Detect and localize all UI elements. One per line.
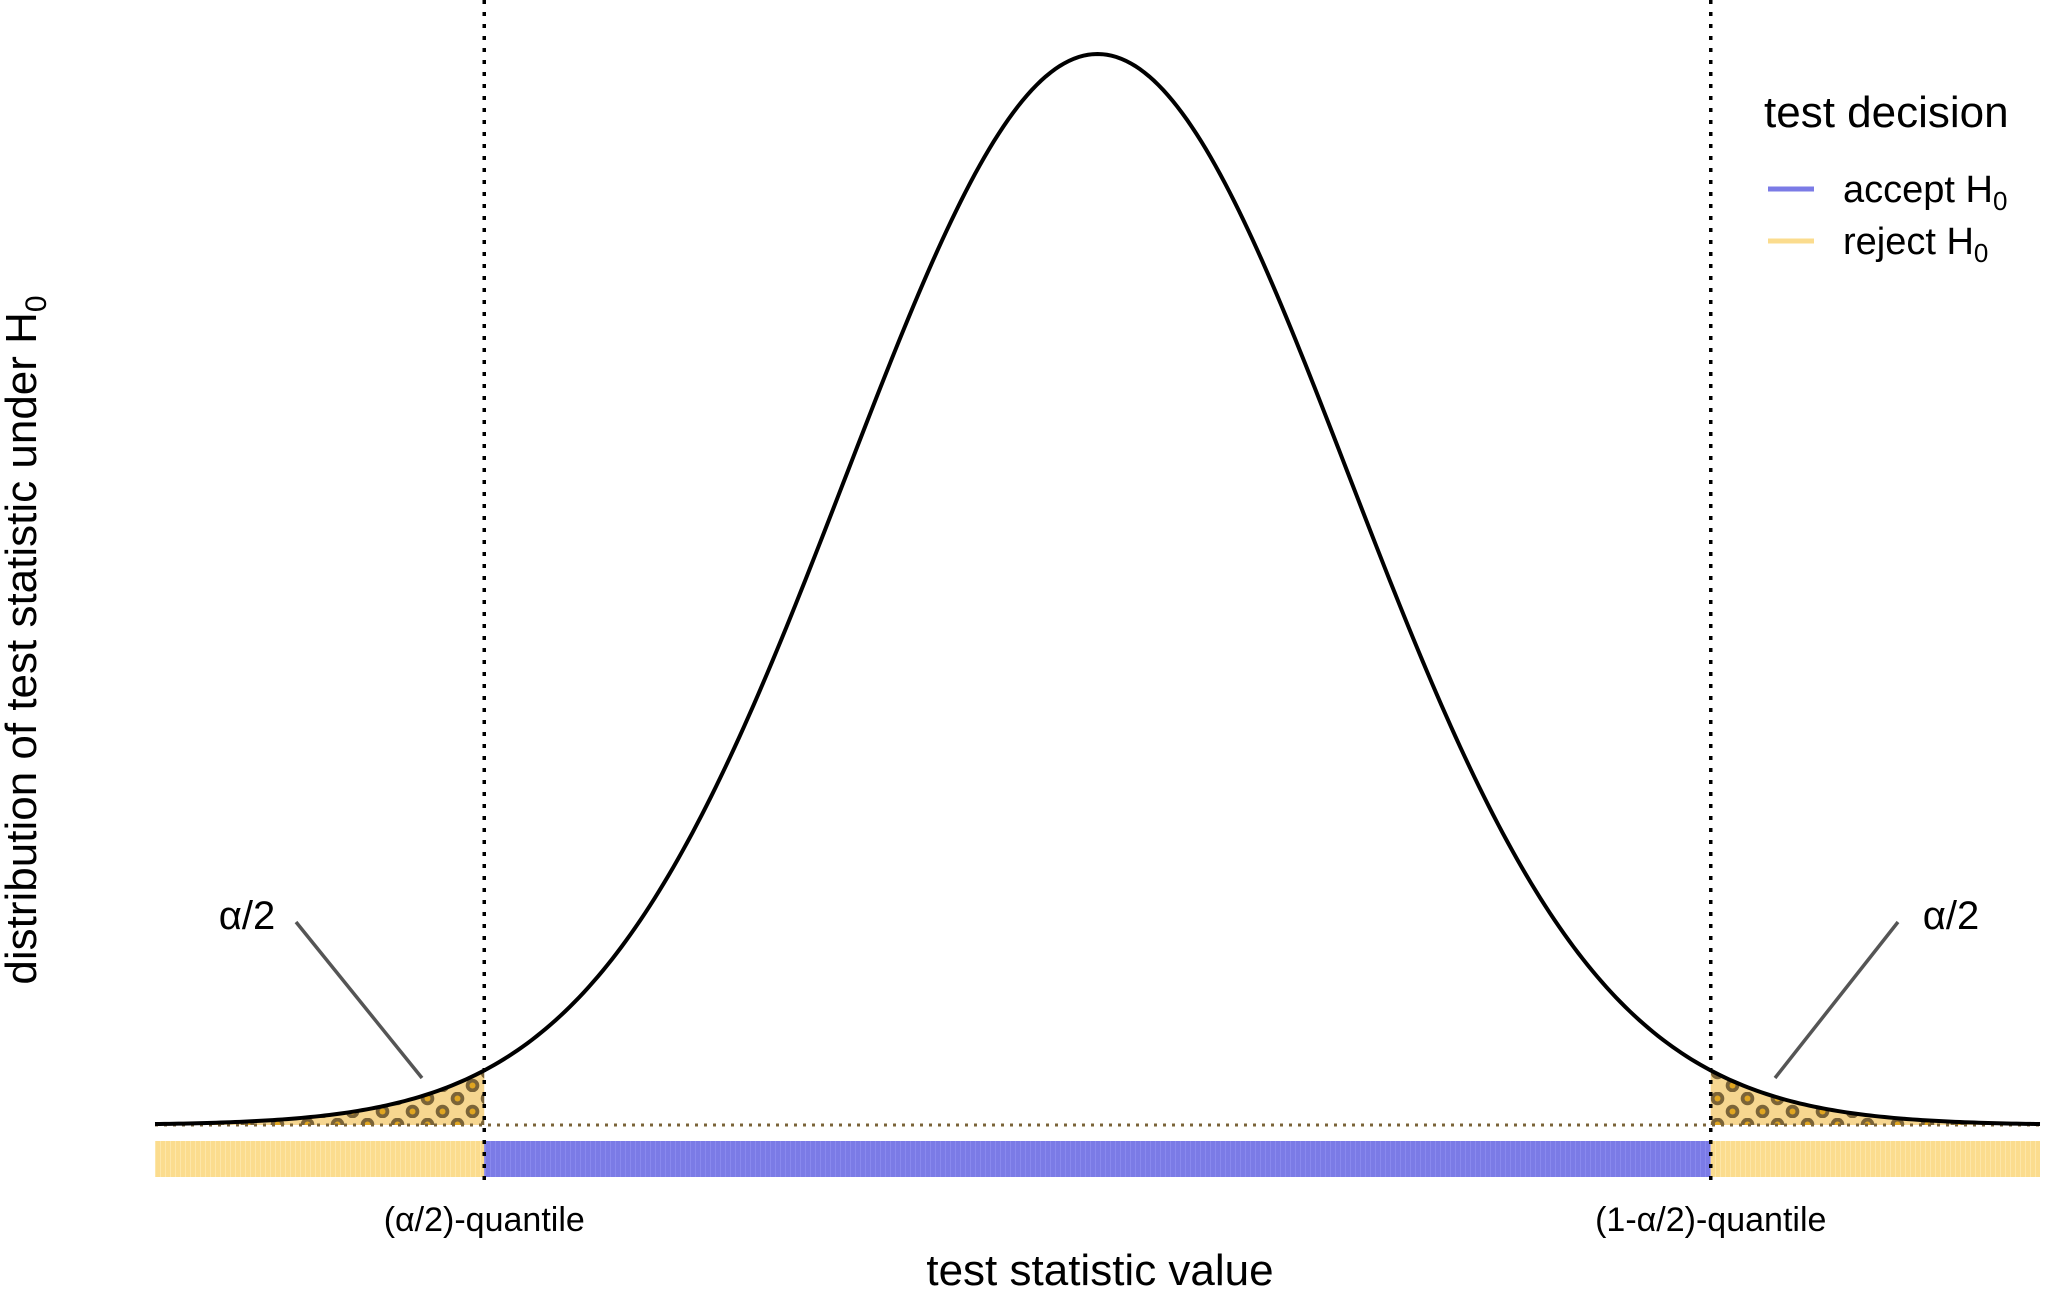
decision-bar-reject-0 [155,1141,485,1177]
y-axis-title-main: distribution of test statistic under H [0,312,46,985]
legend-title: test decision [1764,88,2009,137]
decision-bar-reject-2 [1710,1141,2040,1177]
right-alpha-leader [1773,920,1900,1080]
tick-label-upper-quantile: (1-α/2)-quantile [1595,1201,1826,1239]
x-axis-title: test statistic value [926,1246,1273,1291]
legend-label-reject: reject H0 [1843,221,1988,268]
y-axis-title-subscript: 0 [20,295,53,312]
legend-label-accept-subscript: 0 [1993,186,2007,216]
legend: test decision accept H0 reject H0 [1764,88,2009,268]
plot-area [154,0,2041,1180]
left-tail-area [155,1070,485,1125]
right-tail-area [1710,1070,2040,1125]
left-alpha-leader [294,920,424,1080]
decision-bar-accept-1 [484,1141,1711,1177]
legend-label-reject-subscript: 0 [1974,238,1988,268]
tick-label-lower-quantile: (α/2)-quantile [384,1201,585,1239]
legend-label-reject-main: reject H [1843,221,1974,263]
decision-bar [155,1141,2040,1177]
left-alpha-annotation: α/2 [219,894,275,938]
right-alpha-annotation: α/2 [1923,894,1979,938]
density-curve [154,51,2041,1127]
legend-label-accept-main: accept H [1843,169,1993,211]
y-axis-title: distribution of test statistic under H0 [0,295,53,984]
legend-label-accept: accept H0 [1843,169,2007,216]
